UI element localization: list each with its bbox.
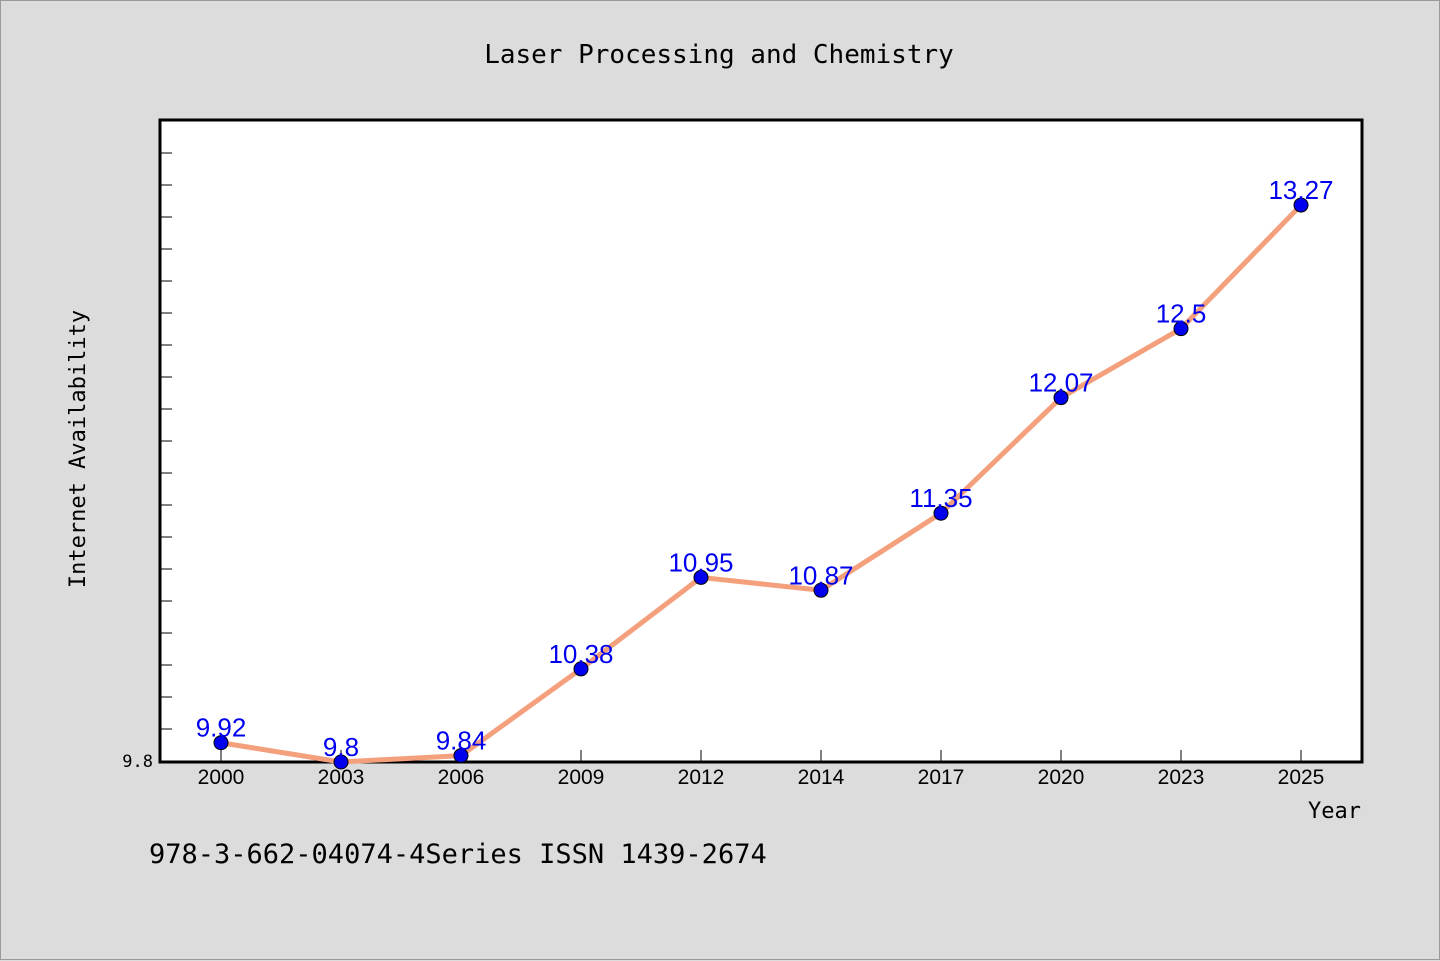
x-tick-label: 2000 (198, 766, 245, 789)
data-point (213, 735, 229, 751)
x-tick-label: 2014 (798, 766, 845, 789)
data-label: 10.87 (788, 560, 853, 590)
series-line (218, 202, 1304, 765)
x-tick-label: 2006 (438, 766, 485, 789)
data-point (453, 748, 469, 764)
x-tick-label: 2025 (1278, 766, 1325, 789)
data-point (693, 569, 709, 585)
data-label: 9.84 (436, 726, 487, 756)
chart-title: Laser Processing and Chemistry (484, 40, 954, 70)
x-tick-label: 2017 (918, 766, 965, 789)
data-markers (213, 197, 1309, 770)
data-label: 10.38 (548, 639, 613, 669)
data-label: 10.95 (668, 547, 733, 577)
data-point (1173, 321, 1189, 337)
x-tick-label: 2003 (318, 766, 365, 789)
data-point (933, 505, 949, 521)
data-labels: 9.92 9.8 9.84 10.38 10.95 10.87 11.35 12.07 12.5… (196, 175, 1334, 762)
plot-area (158, 118, 1364, 764)
data-point (333, 754, 349, 770)
y-axis-label: Internet Availability (66, 310, 91, 588)
data-point (813, 582, 829, 598)
x-axis-label: Year (1308, 799, 1361, 824)
x-tick-labels: 2000 2003 2006 2009 2012 2014 2017 2020 2023 2025 (198, 766, 1325, 789)
x-tick-label: 2009 (558, 766, 605, 789)
data-label: 9.92 (196, 713, 247, 743)
data-point (1293, 197, 1309, 213)
data-point (573, 661, 589, 677)
data-label: 12.5 (1156, 299, 1207, 329)
data-label: 13.27 (1268, 175, 1333, 205)
data-label: 11.35 (909, 483, 972, 513)
y-axis-ticks (160, 152, 172, 762)
y-tick-label: 9.8 (122, 752, 153, 772)
data-label: 12.07 (1028, 368, 1093, 398)
footnote: 978-3-662-04074-4Series ISSN 1439-2674 (149, 839, 767, 870)
x-tick-label: 2012 (678, 766, 725, 789)
data-point (1053, 390, 1069, 406)
x-tick-label: 2023 (1158, 766, 1205, 789)
x-tick-label: 2020 (1038, 766, 1085, 789)
data-label: 9.8 (323, 732, 359, 762)
